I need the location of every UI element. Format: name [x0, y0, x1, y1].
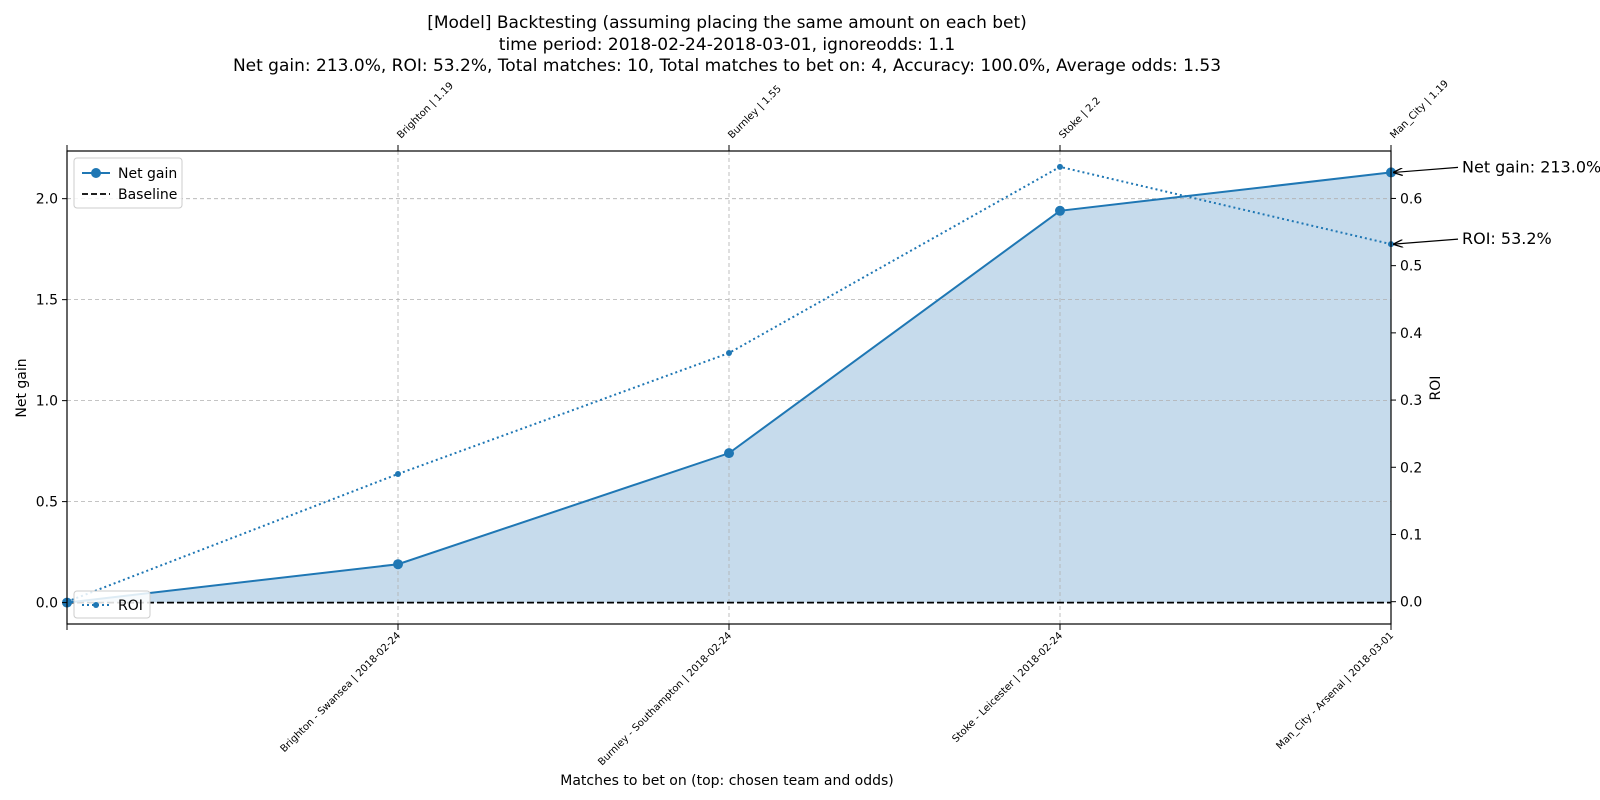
roi-point [1057, 163, 1063, 170]
y-tick-left-label: 1.0 [36, 394, 58, 410]
legend-roi-marker [93, 602, 99, 608]
y-tick-right-label: 0.3 [1400, 393, 1422, 409]
y-tick-right-label: 0.5 [1400, 259, 1422, 275]
grid-layer [67, 151, 1391, 624]
x-tick-bottom-label: Man_City - Arsenal | 2018-03-01 [1274, 630, 1396, 752]
x-tick-bottom-label: Brighton - Swansea | 2018-02-24 [279, 630, 404, 755]
legend-roi-label: ROI [118, 598, 143, 614]
y-tick-left-label: 2.0 [36, 192, 58, 208]
roi-point [395, 470, 401, 477]
net-gain-point [1055, 205, 1065, 216]
x-tick-top-label: Burnley | 1.55 [726, 84, 783, 141]
x-tick-bottom-label: Stoke - Leicester | 2018-02-24 [950, 630, 1065, 745]
annotations-layer: Net gain: 213.0% ROI: 53.2% [1394, 157, 1600, 248]
annotation-label: Net gain: 213.0% [1462, 157, 1600, 176]
legend-box-right [73, 590, 151, 619]
x-tick-top-label: Brighton | 1.19 [395, 80, 456, 141]
legend-baseline-label: Baseline [118, 187, 177, 203]
title-line-3: Net gain: 213.0%, ROI: 53.2%, Total matc… [233, 56, 1221, 76]
y-tick-left-label: 0.0 [36, 596, 58, 612]
y-tick-right-label: 0.1 [1400, 527, 1422, 543]
legends-layer: Net gain Baseline ROI [73, 157, 183, 619]
y-axis-label-left: Net gain [14, 358, 30, 417]
y-tick-right-label: 0.4 [1400, 326, 1422, 342]
net-gain-point [724, 448, 734, 459]
y-tick-left-label: 1.5 [36, 293, 58, 309]
legend-net-gain-label: Net gain [118, 166, 177, 182]
annotation-label: ROI: 53.2% [1462, 229, 1552, 248]
legend-box-left [73, 157, 183, 209]
x-axis-label: Matches to bet on (top: chosen team and … [560, 773, 894, 789]
y-tick-left-label: 0.5 [36, 495, 58, 511]
annotation-arrow [1394, 238, 1459, 244]
y-axis-label-right: ROI [1428, 376, 1444, 401]
y-tick-right-label: 0.6 [1400, 191, 1422, 207]
y-tick-right-label: 0.2 [1400, 460, 1422, 476]
x-tick-bottom-label: Burnley - Southampton | 2018-02-24 [596, 630, 734, 768]
lines-layer [62, 163, 1396, 608]
x-tick-top-label: Man_City | 1.19 [1388, 78, 1451, 141]
chart-title: [Model] Backtesting (assuming placing th… [233, 13, 1221, 76]
y-tick-right-label: 0.0 [1400, 595, 1422, 611]
annotation-arrow [1394, 166, 1459, 172]
title-line-2: time period: 2018-02-24-2018-03-01, igno… [499, 35, 955, 55]
roi-point [726, 350, 732, 357]
legend-net-gain-marker [91, 168, 101, 178]
x-tick-top-label: Stoke | 2.2 [1057, 95, 1103, 141]
net-gain-point [393, 559, 403, 570]
title-line-1: [Model] Backtesting (assuming placing th… [427, 13, 1027, 33]
roi-line [66, 165, 1392, 603]
